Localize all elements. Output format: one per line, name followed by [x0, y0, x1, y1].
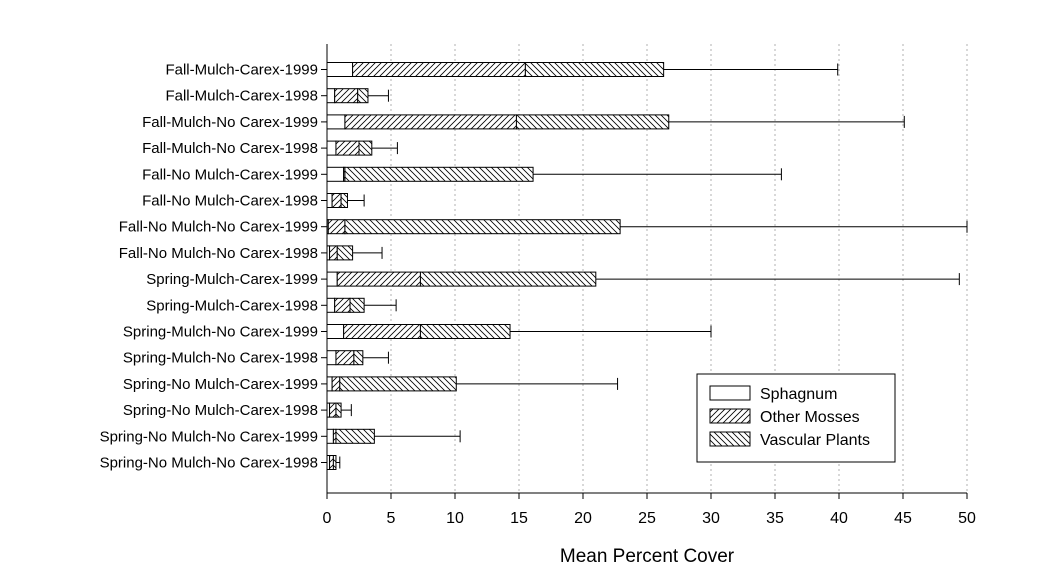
bar-other-mosses-13 — [329, 402, 337, 418]
bar-other-mosses-9 — [334, 297, 351, 313]
bar-other-mosses-1 — [334, 88, 359, 104]
bar-vascular-plants-2 — [515, 114, 670, 130]
bar-vascular-plants-6 — [344, 219, 621, 235]
bar-sphagnum-10 — [326, 324, 345, 339]
category-label-14: Spring-No Mulch-No Carex-1999 — [100, 428, 318, 445]
bar-sphagnum-9 — [326, 297, 336, 313]
legend-label-1: Other Mosses — [760, 409, 860, 426]
bar-sphagnum-5 — [326, 193, 333, 208]
bar-sphagnum-3 — [326, 140, 337, 156]
x-tick-label-25: 25 — [638, 510, 656, 527]
bar-other-mosses-0 — [352, 62, 526, 77]
category-label-8: Spring-Mulch-Carex-1999 — [146, 271, 318, 288]
bar-vascular-plants-0 — [524, 62, 665, 77]
category-label-10: Spring-Mulch-No Carex-1999 — [123, 324, 318, 341]
bars — [326, 62, 670, 470]
bar-vascular-plants-5 — [340, 193, 348, 208]
x-tick-label-20: 20 — [574, 510, 592, 527]
bar-sphagnum-4 — [326, 166, 345, 182]
category-label-12: Spring-No Mulch-Carex-1999 — [123, 376, 318, 393]
bar-sphagnum-12 — [326, 376, 333, 392]
legend: Sphagnum Other Mosses Vascular Plants — [696, 373, 896, 463]
category-label-13: Spring-No Mulch-Carex-1998 — [123, 402, 318, 419]
bar-other-mosses-15 — [329, 455, 334, 470]
bar-vascular-plants-4 — [344, 166, 534, 182]
bar-other-mosses-8 — [336, 271, 421, 287]
error-bars — [335, 63, 968, 469]
bar-sphagnum-1 — [326, 88, 336, 104]
category-label-1: Fall-Mulch-Carex-1998 — [165, 88, 318, 105]
category-label-5: Fall-No Mulch-Carex-1998 — [142, 193, 318, 210]
x-tick-label-35: 35 — [766, 510, 784, 527]
category-labels: Fall-Mulch-Carex-1999 Fall-Mulch-Carex-19… — [100, 62, 327, 472]
bar-vascular-plants-8 — [419, 271, 597, 287]
x-tick-label-40: 40 — [830, 510, 848, 527]
x-tick-label-5: 5 — [387, 510, 396, 527]
category-label-4: Fall-No Mulch-Carex-1999 — [142, 166, 318, 183]
category-label-9: Spring-Mulch-Carex-1998 — [146, 297, 318, 314]
category-label-3: Fall-Mulch-No Carex-1998 — [142, 140, 318, 157]
x-tick-label-45: 45 — [894, 510, 912, 527]
x-axis-label: Mean Percent Cover — [560, 546, 735, 567]
bar-other-mosses-2 — [344, 114, 517, 130]
legend-label-0: Sphagnum — [760, 386, 837, 403]
x-tick-label-15: 15 — [510, 510, 528, 527]
bar-other-mosses-11 — [335, 350, 355, 366]
bar-vascular-plants-14 — [335, 428, 375, 444]
bar-other-mosses-12 — [331, 376, 341, 392]
category-label-0: Fall-Mulch-Carex-1999 — [165, 62, 318, 79]
x-tick-labels: 0 5 10 15 20 25 30 35 40 45 50 — [323, 493, 976, 527]
category-label-6: Fall-No Mulch-No Carex-1999 — [119, 219, 318, 236]
bar-other-mosses-6 — [327, 219, 346, 235]
category-label-11: Spring-Mulch-No Carex-1998 — [123, 350, 318, 367]
legend-swatch-2 — [709, 431, 751, 447]
x-tick-label-10: 10 — [446, 510, 464, 527]
bar-other-mosses-10 — [343, 324, 421, 339]
category-label-2: Fall-Mulch-No Carex-1999 — [142, 114, 318, 131]
legend-swatch-1 — [709, 408, 751, 424]
bar-sphagnum-11 — [326, 350, 337, 366]
bar-vascular-plants-10 — [419, 324, 511, 339]
bar-vascular-plants-11 — [353, 350, 364, 366]
category-label-15: Spring-No Mulch-No Carex-1998 — [100, 455, 318, 472]
bar-vascular-plants-1 — [357, 88, 369, 104]
bar-sphagnum-2 — [326, 114, 346, 130]
legend-swatch-0 — [709, 385, 751, 401]
legend-label-2: Vascular Plants — [760, 432, 870, 449]
bar-other-mosses-3 — [335, 140, 360, 156]
x-tick-label-30: 30 — [702, 510, 720, 527]
bar-sphagnum-0 — [326, 62, 354, 77]
bar-vascular-plants-12 — [339, 376, 457, 392]
bar-vascular-plants-3 — [358, 140, 373, 156]
bar-vascular-plants-13 — [335, 402, 342, 418]
category-label-7: Fall-No Mulch-No Carex-1998 — [119, 245, 318, 262]
bar-vascular-plants-15 — [332, 455, 337, 470]
bar-vascular-plants-9 — [349, 297, 365, 313]
bar-sphagnum-14 — [326, 428, 334, 444]
x-tick-label-50: 50 — [958, 510, 976, 527]
x-tick-label-0: 0 — [323, 510, 332, 527]
bar-other-mosses-5 — [331, 193, 342, 208]
bar-other-mosses-7 — [329, 245, 338, 261]
bar-sphagnum-8 — [326, 271, 338, 287]
bar-vascular-plants-7 — [336, 245, 354, 261]
